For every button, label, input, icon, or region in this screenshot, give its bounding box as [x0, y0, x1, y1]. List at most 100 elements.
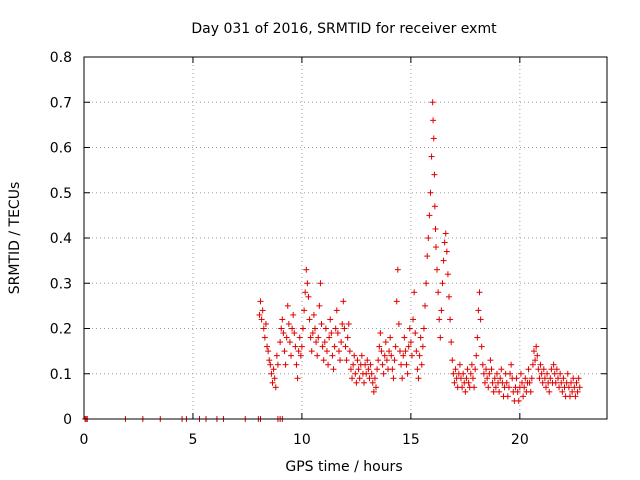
data-point: [267, 361, 274, 368]
data-point: [368, 370, 375, 377]
data-point: [340, 298, 347, 305]
data-point: [476, 289, 483, 296]
x-tick-label: 10: [293, 432, 311, 448]
x-tick-label: 15: [402, 432, 420, 448]
data-point: [361, 379, 368, 386]
data-point: [434, 266, 441, 273]
data-point: [457, 375, 464, 382]
data-point: [477, 316, 484, 323]
data-point: [296, 334, 303, 341]
grid: [84, 57, 607, 419]
data-point: [498, 366, 505, 373]
x-axis-label: GPS time / hours: [285, 459, 402, 475]
data-point: [362, 361, 369, 368]
data-point: [507, 370, 514, 377]
data-point: [353, 379, 360, 386]
data-point: [564, 370, 571, 377]
x-tick-label: 20: [511, 432, 529, 448]
data-point: [452, 366, 459, 373]
data-point: [307, 334, 314, 341]
data-point: [305, 293, 312, 300]
y-tick-label: 0.6: [50, 141, 72, 157]
data-point: [259, 307, 266, 314]
data-point: [475, 307, 482, 314]
y-tick-labels: 0 0.1 0.2 0.3 0.4 0.5 0.6 0.7 0.8: [50, 50, 72, 428]
data-point: [552, 379, 559, 386]
data-point: [344, 334, 351, 341]
data-point: [349, 375, 356, 382]
data-point: [572, 393, 579, 400]
data-point: [377, 330, 384, 337]
data-point: [404, 370, 411, 377]
data-point: [438, 307, 445, 314]
data-point: [394, 266, 401, 273]
data-point: [496, 388, 503, 395]
data-point: [557, 370, 564, 377]
data-point: [528, 375, 535, 382]
data-point: [327, 316, 334, 323]
data-point: [375, 357, 382, 364]
data-point: [301, 307, 308, 314]
data-point: [527, 388, 534, 395]
data-point: [478, 343, 485, 350]
data-point: [538, 370, 545, 377]
data-point: [431, 203, 438, 210]
data-point: [389, 366, 396, 373]
data-point: [342, 343, 349, 350]
data-point: [435, 289, 442, 296]
data-point: [559, 388, 566, 395]
data-point: [411, 289, 418, 296]
data-point: [403, 361, 410, 368]
data-point: [473, 352, 480, 359]
data-point: [420, 325, 427, 332]
data-point: [379, 361, 386, 368]
data-point: [467, 370, 474, 377]
data-point: [456, 361, 463, 368]
data-point: [415, 375, 422, 382]
data-point: [274, 361, 281, 368]
data-point: [256, 311, 263, 318]
data-point: [522, 375, 529, 382]
data-point: [406, 325, 413, 332]
data-point: [371, 375, 378, 382]
data-point: [291, 330, 298, 337]
data-point: [322, 325, 329, 332]
data-point: [526, 379, 533, 386]
data-point: [428, 153, 435, 160]
data-point: [488, 366, 495, 373]
data-point: [556, 384, 563, 391]
data-point: [535, 366, 542, 373]
data-point: [278, 325, 285, 332]
data-point: [399, 375, 406, 382]
data-point: [407, 339, 414, 346]
data-point: [491, 375, 498, 382]
data-point: [443, 248, 450, 255]
data-point: [367, 361, 374, 368]
data-point: [268, 370, 275, 377]
data-point: [266, 357, 273, 364]
data-point: [295, 348, 302, 355]
data-point: [425, 235, 432, 241]
data-point: [534, 352, 541, 359]
data-point: [363, 370, 370, 377]
data-point: [370, 388, 377, 395]
data-point: [536, 375, 543, 382]
data-point: [436, 316, 443, 323]
data-point: [323, 348, 330, 355]
data-point: [558, 379, 565, 386]
data-point: [548, 366, 555, 373]
x-tick-label: 0: [80, 432, 89, 448]
data-point: [321, 339, 328, 346]
data-point: [412, 330, 419, 337]
data-point: [313, 339, 320, 346]
data-point: [338, 339, 345, 346]
data-point: [416, 352, 423, 359]
data-point: [431, 171, 438, 178]
data-point: [395, 320, 402, 327]
data-point: [474, 334, 481, 341]
data-point: [449, 357, 456, 364]
data-point: [575, 375, 582, 382]
data-point: [574, 388, 581, 395]
data-point: [410, 316, 417, 323]
data-point: [566, 393, 573, 400]
